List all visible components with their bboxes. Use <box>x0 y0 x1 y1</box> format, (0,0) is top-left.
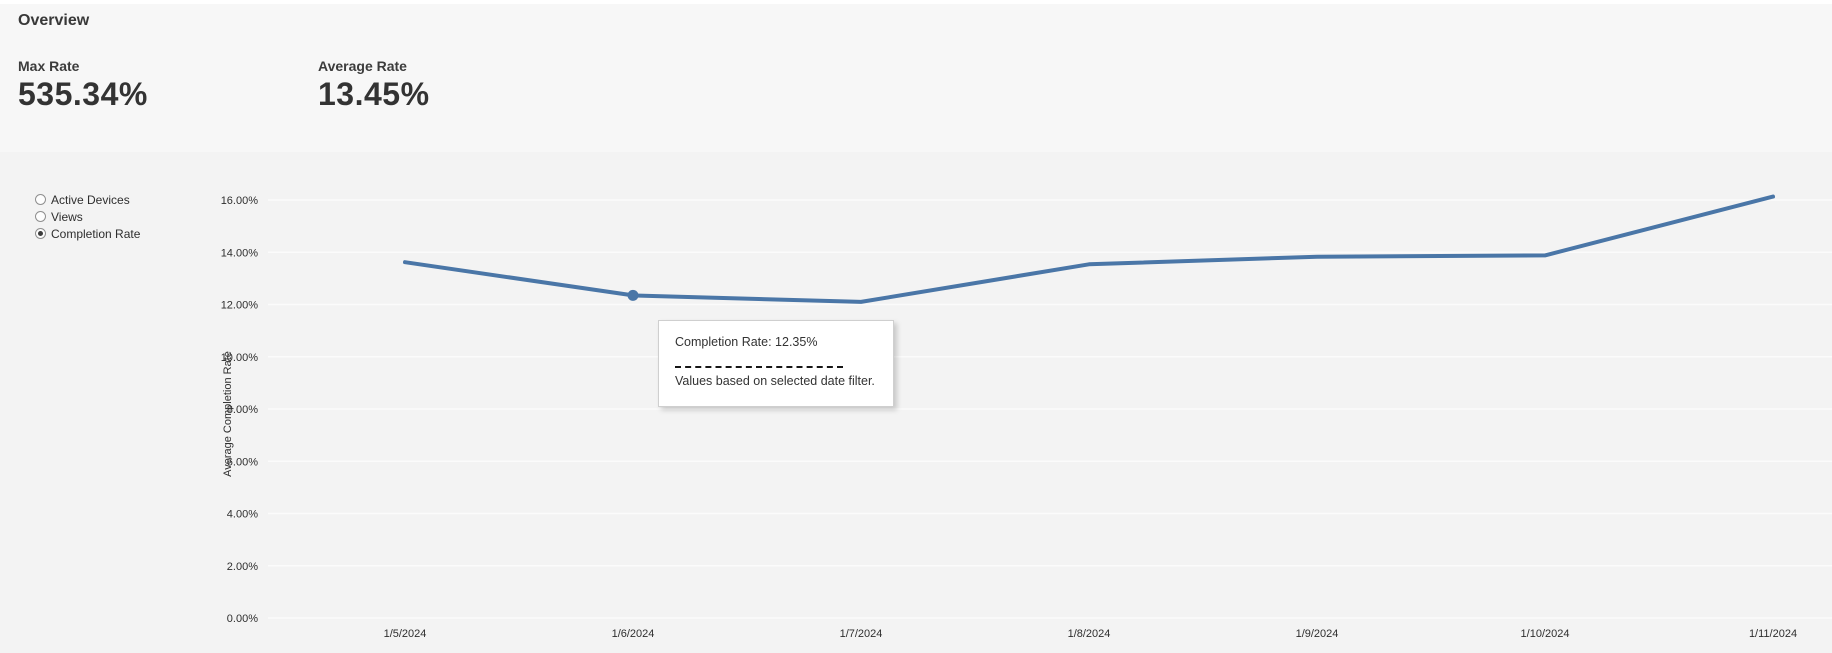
completion-rate-chart: 0.00% 2.00% 4.00% 6.00% 8.00% 10.00% 12.00% 14.… <box>221 194 1832 640</box>
radio-option-label: Completion Rate <box>51 226 141 241</box>
chart-zone: 0.00% 2.00% 4.00% 6.00% 8.00% 10.00% 12.00% 14.… <box>0 152 1832 653</box>
radio-option-label: Views <box>51 209 83 224</box>
tooltip-value-text: Completion Rate: 12.35% <box>675 335 818 349</box>
series-line-completion-rate[interactable] <box>403 194 1775 304</box>
y-tick-label: 12.00% <box>221 300 259 312</box>
y-tick-label: 6.00% <box>227 456 258 468</box>
x-tick-label: 1/8/2024 <box>1068 628 1111 640</box>
radio-selected-icon <box>35 228 46 239</box>
y-tick-label: 0.00% <box>227 613 258 625</box>
tooltip-note-text: Values based on selected date filter. <box>675 374 875 388</box>
y-tick-label: 16.00% <box>221 195 259 207</box>
y-axis-title: Average Completion Rate <box>222 351 234 477</box>
metric-max-rate: Max Rate 535.34% <box>18 58 148 113</box>
radio-option-completion-rate[interactable]: Completion Rate <box>35 225 140 242</box>
metric-average-rate: Average Rate 13.45% <box>318 58 430 113</box>
x-tick-label: 1/9/2024 <box>1296 628 1339 640</box>
metric-label: Average Rate <box>318 58 407 74</box>
x-tick-label: 1/10/2024 <box>1521 628 1570 640</box>
x-tick-label: 1/7/2024 <box>840 628 883 640</box>
radio-unselected-icon <box>35 194 46 205</box>
radio-unselected-icon <box>35 211 46 222</box>
tooltip-divider <box>675 366 843 368</box>
chart-tooltip: Completion Rate: 12.35% Values based on … <box>658 320 894 407</box>
metric-value: 13.45% <box>318 76 430 112</box>
x-tick-label: 1/6/2024 <box>612 628 655 640</box>
highlighted-data-point[interactable] <box>627 289 639 301</box>
x-tick-label: 1/5/2024 <box>384 628 427 640</box>
header-zone: Overview Max Rate 535.34% Average Rate 1… <box>0 4 1832 152</box>
radio-option-label: Active Devices <box>51 192 130 207</box>
y-tick-label: 8.00% <box>227 404 258 416</box>
metric-value: 535.34% <box>18 76 148 112</box>
y-tick-label: 2.00% <box>227 561 258 573</box>
y-tick-label: 4.00% <box>227 509 258 521</box>
page-title: Overview <box>18 12 90 29</box>
radio-option-active-devices[interactable]: Active Devices <box>35 191 140 208</box>
y-tick-label: 10.00% <box>221 352 259 364</box>
y-tick-label: 14.00% <box>221 247 259 259</box>
measure-radio-group: Active Devices Views Completion Rate <box>35 191 140 242</box>
top-strip <box>0 0 1832 4</box>
radio-option-views[interactable]: Views <box>35 208 140 225</box>
metric-label: Max Rate <box>18 58 80 74</box>
x-tick-label: 1/11/2024 <box>1749 628 1797 640</box>
